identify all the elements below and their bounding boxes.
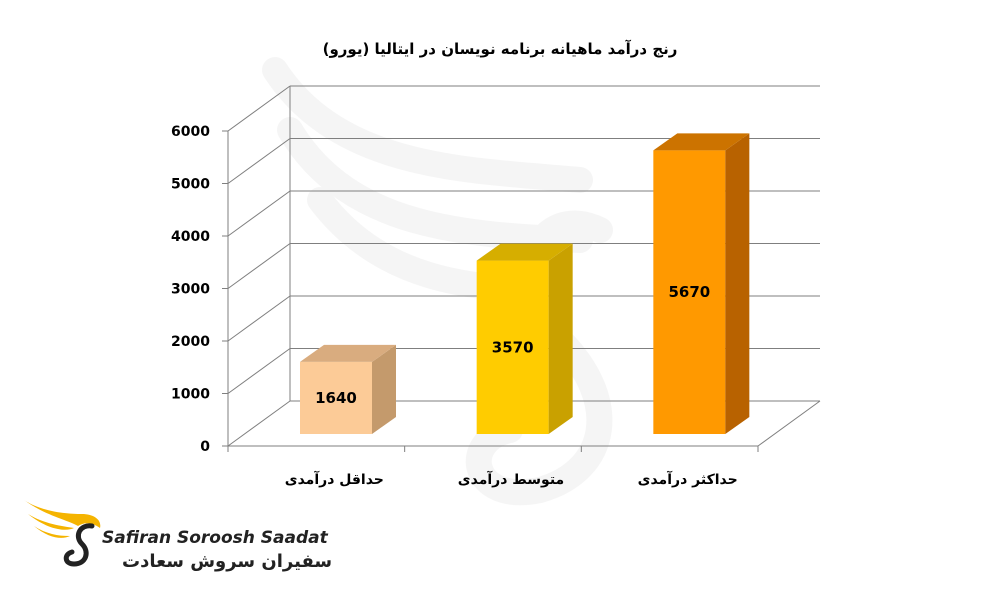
y-tick-label: 4000 [171, 229, 210, 245]
bar-side [725, 133, 750, 434]
y-axis-tick-labels: 0 1000 2000 3000 4000 5000 6000 [171, 124, 210, 455]
y-tick-label: 1000 [171, 387, 210, 403]
y-tick-label: 5000 [171, 177, 210, 193]
gridline-depth [227, 190, 291, 237]
x-category-label: حداقل درآمدی [285, 470, 384, 488]
gridline-depth [227, 138, 291, 184]
bar: 5670 [653, 133, 750, 434]
bar: 1640 [300, 344, 396, 434]
bar-data-label: 5670 [668, 283, 710, 301]
bar-top [300, 344, 396, 362]
chart-walls [227, 86, 821, 447]
gridline-depth [227, 348, 291, 394]
bar-front [653, 150, 726, 434]
bar-top [653, 133, 750, 151]
gridline-depth [227, 243, 291, 289]
x-category-label: حداکثر درآمدی [638, 470, 738, 488]
brand-logo: Safiran Soroosh Saadat سفیران سروش سعادت [22, 496, 332, 586]
chart-bars: 1640 3570 5670 [300, 133, 750, 434]
brand-name-fa: سفیران سروش سعادت [122, 551, 333, 572]
bar-front [476, 260, 549, 434]
y-tick-label: 3000 [171, 282, 210, 298]
bar: 3570 [476, 243, 573, 434]
y-tick-label: 2000 [171, 334, 210, 350]
bar-side [372, 344, 396, 434]
y-tick-label: 6000 [171, 124, 210, 140]
bar-side [548, 243, 573, 434]
bar-data-label: 3570 [492, 338, 534, 356]
y-tick-label: 0 [200, 439, 210, 455]
eagle-head-icon [24, 500, 101, 567]
gridline-depth [227, 400, 291, 447]
x-category-label: متوسط درآمدی [458, 470, 564, 488]
bar-top [476, 243, 573, 261]
floor-right-edge [757, 400, 821, 447]
gridline-depth [227, 295, 291, 342]
x-axis-category-labels: حداقل درآمدی متوسط درآمدی حداکثر درآمدی [285, 470, 738, 488]
brand-name-en: Safiran Soroosh Saadat [102, 528, 328, 548]
chart-title: رنج درآمد ماهیانه برنامه نویسان در ایتال… [323, 40, 678, 58]
bar-front [300, 361, 372, 434]
bar-data-label: 1640 [315, 389, 357, 407]
gridline-depth [227, 85, 291, 132]
